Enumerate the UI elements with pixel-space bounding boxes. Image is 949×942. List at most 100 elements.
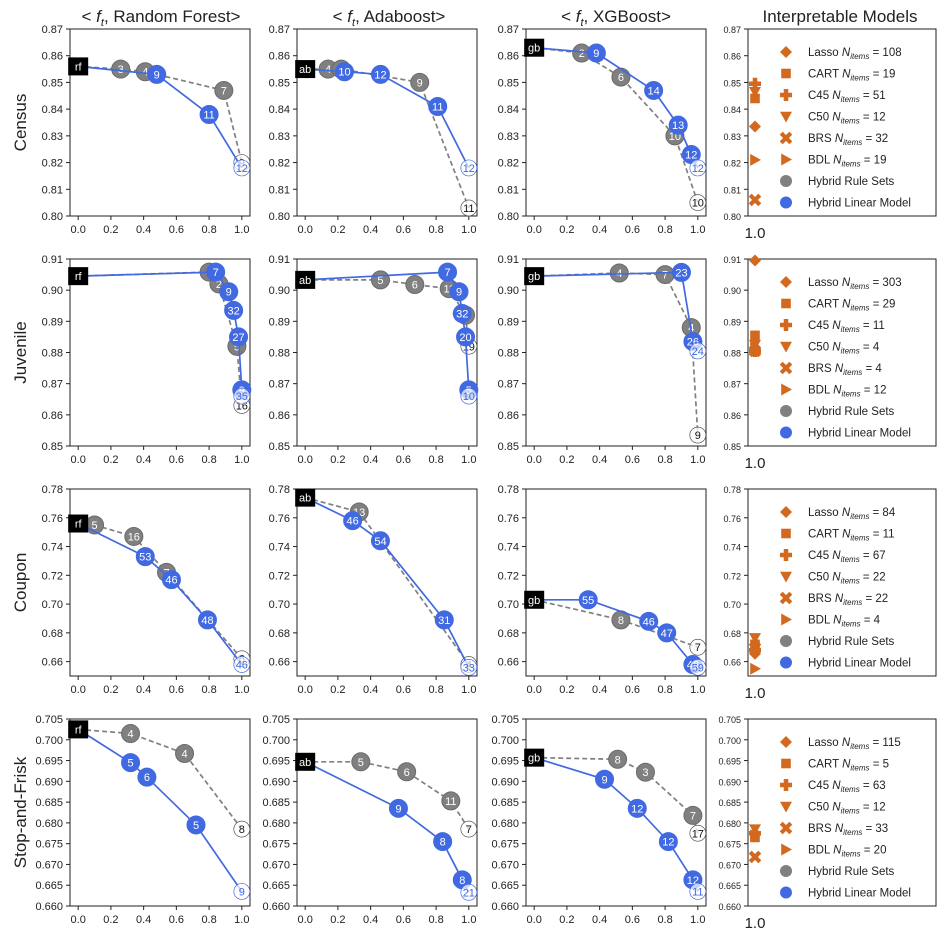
x-marker	[779, 361, 793, 375]
legend-entry: BRS Nitems = 32	[808, 133, 888, 147]
panel: 0.800.810.820.830.840.850.860.870.0 0.2 0.…	[498, 24, 707, 236]
linear-model-point	[137, 767, 157, 787]
legend-symbol: N	[832, 342, 841, 354]
legend-name: CART	[808, 299, 842, 311]
linear-model-point	[197, 610, 217, 630]
x-tick-label: 0.4	[363, 224, 378, 236]
blackbox-label: gb	[528, 753, 540, 765]
y-tick-label: 0.87	[723, 25, 741, 35]
title-part: f	[576, 7, 583, 26]
square-marker	[781, 68, 791, 79]
linear-model-point	[135, 547, 155, 567]
linear-model-line	[305, 68, 470, 169]
point-label: 17	[692, 828, 704, 840]
y-tick-label: 0.83	[42, 131, 63, 143]
y-tick-label: 0.70	[723, 600, 741, 610]
title-part: f	[96, 7, 103, 26]
square-marker	[781, 758, 791, 769]
legend-count: = 11	[860, 320, 885, 332]
x-tick-label: 0.2	[103, 684, 118, 696]
blackbox-label: rf	[75, 724, 83, 736]
y-tick-label: 0.675	[35, 839, 63, 851]
legend-entry: C50 Nitems = 4	[808, 342, 880, 356]
y-tick-label: 0.81	[269, 184, 290, 196]
x-tick-label: 0.8	[657, 224, 672, 236]
linear-model-point	[229, 327, 249, 347]
x-tick-label: 0.2	[330, 684, 345, 696]
x-tick-label: 0.6	[396, 684, 411, 696]
point-label: 11	[692, 886, 703, 898]
legend-entry: C50 Nitems = 22	[808, 572, 886, 586]
x-tick-label: 1.0	[690, 224, 705, 236]
point-label: 12	[685, 150, 697, 162]
rule-sets-line	[78, 522, 243, 660]
x-marker	[748, 641, 762, 655]
y-tick-label: 0.700	[491, 735, 519, 747]
x-tick-label: 0.8	[201, 224, 216, 236]
legend-subscript: items	[841, 160, 860, 169]
y-tick-label: 0.76	[42, 513, 63, 525]
legend-count: = 115	[869, 737, 900, 749]
blackbox-label: ab	[299, 64, 311, 76]
diamond-marker	[749, 254, 761, 267]
legend-subscript: items	[843, 138, 862, 147]
y-tick-label: 0.87	[42, 24, 63, 36]
point-label: 9	[601, 774, 607, 786]
legend-entry: C45 Nitems = 11	[808, 320, 885, 334]
point-label: 11	[463, 203, 474, 215]
point-label: 8	[618, 615, 624, 627]
y-tick-label: 0.85	[498, 441, 519, 453]
x-tick-label: 0.2	[559, 684, 574, 696]
y-tick-label: 0.690	[262, 776, 290, 788]
legend-entry: Hybrid Rule Sets	[808, 636, 895, 648]
x-tick-label: 0.2	[103, 224, 118, 236]
triangle-right-marker	[781, 613, 792, 626]
y-tick-label: 0.665	[262, 880, 290, 892]
x-stroke	[748, 641, 762, 655]
legend-subscript: items	[841, 577, 860, 586]
y-tick-label: 0.84	[723, 105, 741, 115]
x-tick-label: 0.4	[592, 224, 607, 236]
linear-model-point	[460, 883, 478, 901]
y-tick-label: 0.76	[498, 513, 519, 525]
x-tick-label: 1.0	[234, 224, 249, 236]
legend-entry: C50 Nitems = 12	[808, 802, 886, 816]
legend-name: BDL	[808, 845, 833, 857]
legend-entry: Hybrid Rule Sets	[808, 406, 895, 418]
y-tick-label: 0.70	[498, 599, 519, 611]
legend-entry: BDL Nitems = 20	[808, 845, 886, 859]
y-tick-label: 0.88	[498, 348, 519, 360]
point-label: 47	[661, 628, 673, 640]
title-part: t	[352, 17, 356, 29]
point-label: 16	[128, 531, 140, 543]
y-tick-label: 0.690	[491, 776, 519, 788]
linear-model-point	[460, 659, 478, 676]
legend-count: = 32	[862, 133, 888, 145]
y-tick-label: 0.72	[723, 571, 741, 581]
y-tick-label: 0.74	[723, 543, 741, 553]
blackbox-marker	[524, 38, 545, 57]
y-tick-label: 0.695	[262, 756, 290, 768]
legend-count: = 4	[861, 615, 881, 627]
x-tick-label: 0.6	[169, 454, 184, 466]
point-label: 11	[443, 284, 454, 296]
legend-name: BRS	[808, 363, 835, 375]
square-marker	[750, 330, 760, 341]
legend-entry: CART Nitems = 29	[808, 299, 895, 313]
y-tick-label: 0.66	[269, 657, 290, 669]
y-tick-label: 0.87	[269, 379, 290, 391]
rule-sets-point	[635, 762, 655, 782]
x-tick-label: 0.2	[559, 224, 574, 236]
panel-frame	[69, 28, 251, 217]
y-tick-label: 0.74	[269, 542, 290, 554]
legend-symbol: N	[832, 780, 841, 792]
triangle-down-marker	[749, 633, 761, 644]
y-tick-label: 0.85	[42, 77, 63, 89]
x-tick-label: 0.2	[330, 224, 345, 236]
legend-entry: Hybrid Linear Model	[808, 198, 911, 210]
linear-model-point	[456, 327, 476, 347]
legend-count: = 84	[869, 507, 896, 519]
linear-model-point	[147, 64, 167, 84]
y-tick-label: 0.695	[718, 757, 741, 767]
triangle-down-marker	[780, 341, 792, 353]
